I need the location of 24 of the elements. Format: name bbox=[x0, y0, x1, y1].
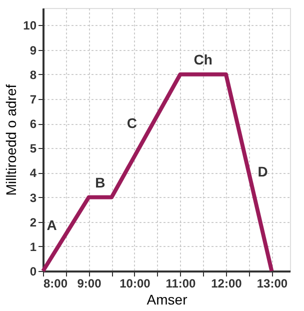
annotation: Ch bbox=[194, 51, 212, 68]
y-tick-label: 3 bbox=[30, 190, 37, 205]
x-tick-label: 12:00 bbox=[211, 276, 242, 290]
x-tick-label: 8:00 bbox=[44, 276, 68, 290]
y-tick-label: 8 bbox=[30, 68, 37, 82]
x-tick-label: 9:00 bbox=[77, 276, 102, 290]
y-tick-label: 6 bbox=[30, 117, 37, 132]
annotation: B bbox=[95, 174, 106, 190]
y-tick-label: 9 bbox=[30, 43, 37, 58]
y-tick-label: 4 bbox=[30, 166, 37, 180]
y-axis-title: Milltiroedd o adref bbox=[3, 84, 20, 196]
y-tick-label: 7 bbox=[30, 92, 37, 106]
annotation: C bbox=[126, 114, 137, 131]
annotation: D bbox=[258, 164, 268, 180]
x-axis-title: Amser bbox=[146, 292, 188, 308]
y-tick-label: 10 bbox=[23, 18, 37, 33]
x-tick-label: 10:00 bbox=[120, 276, 151, 290]
y-tick-label: 1 bbox=[30, 240, 37, 254]
y-tick-label: 2 bbox=[30, 215, 37, 230]
y-tick-label: 5 bbox=[30, 142, 37, 156]
x-tick-label: 13:00 bbox=[256, 276, 288, 290]
y-tick-label: 0 bbox=[30, 264, 37, 278]
annotation: A bbox=[46, 217, 57, 234]
x-tick-label: 11:00 bbox=[166, 276, 196, 290]
